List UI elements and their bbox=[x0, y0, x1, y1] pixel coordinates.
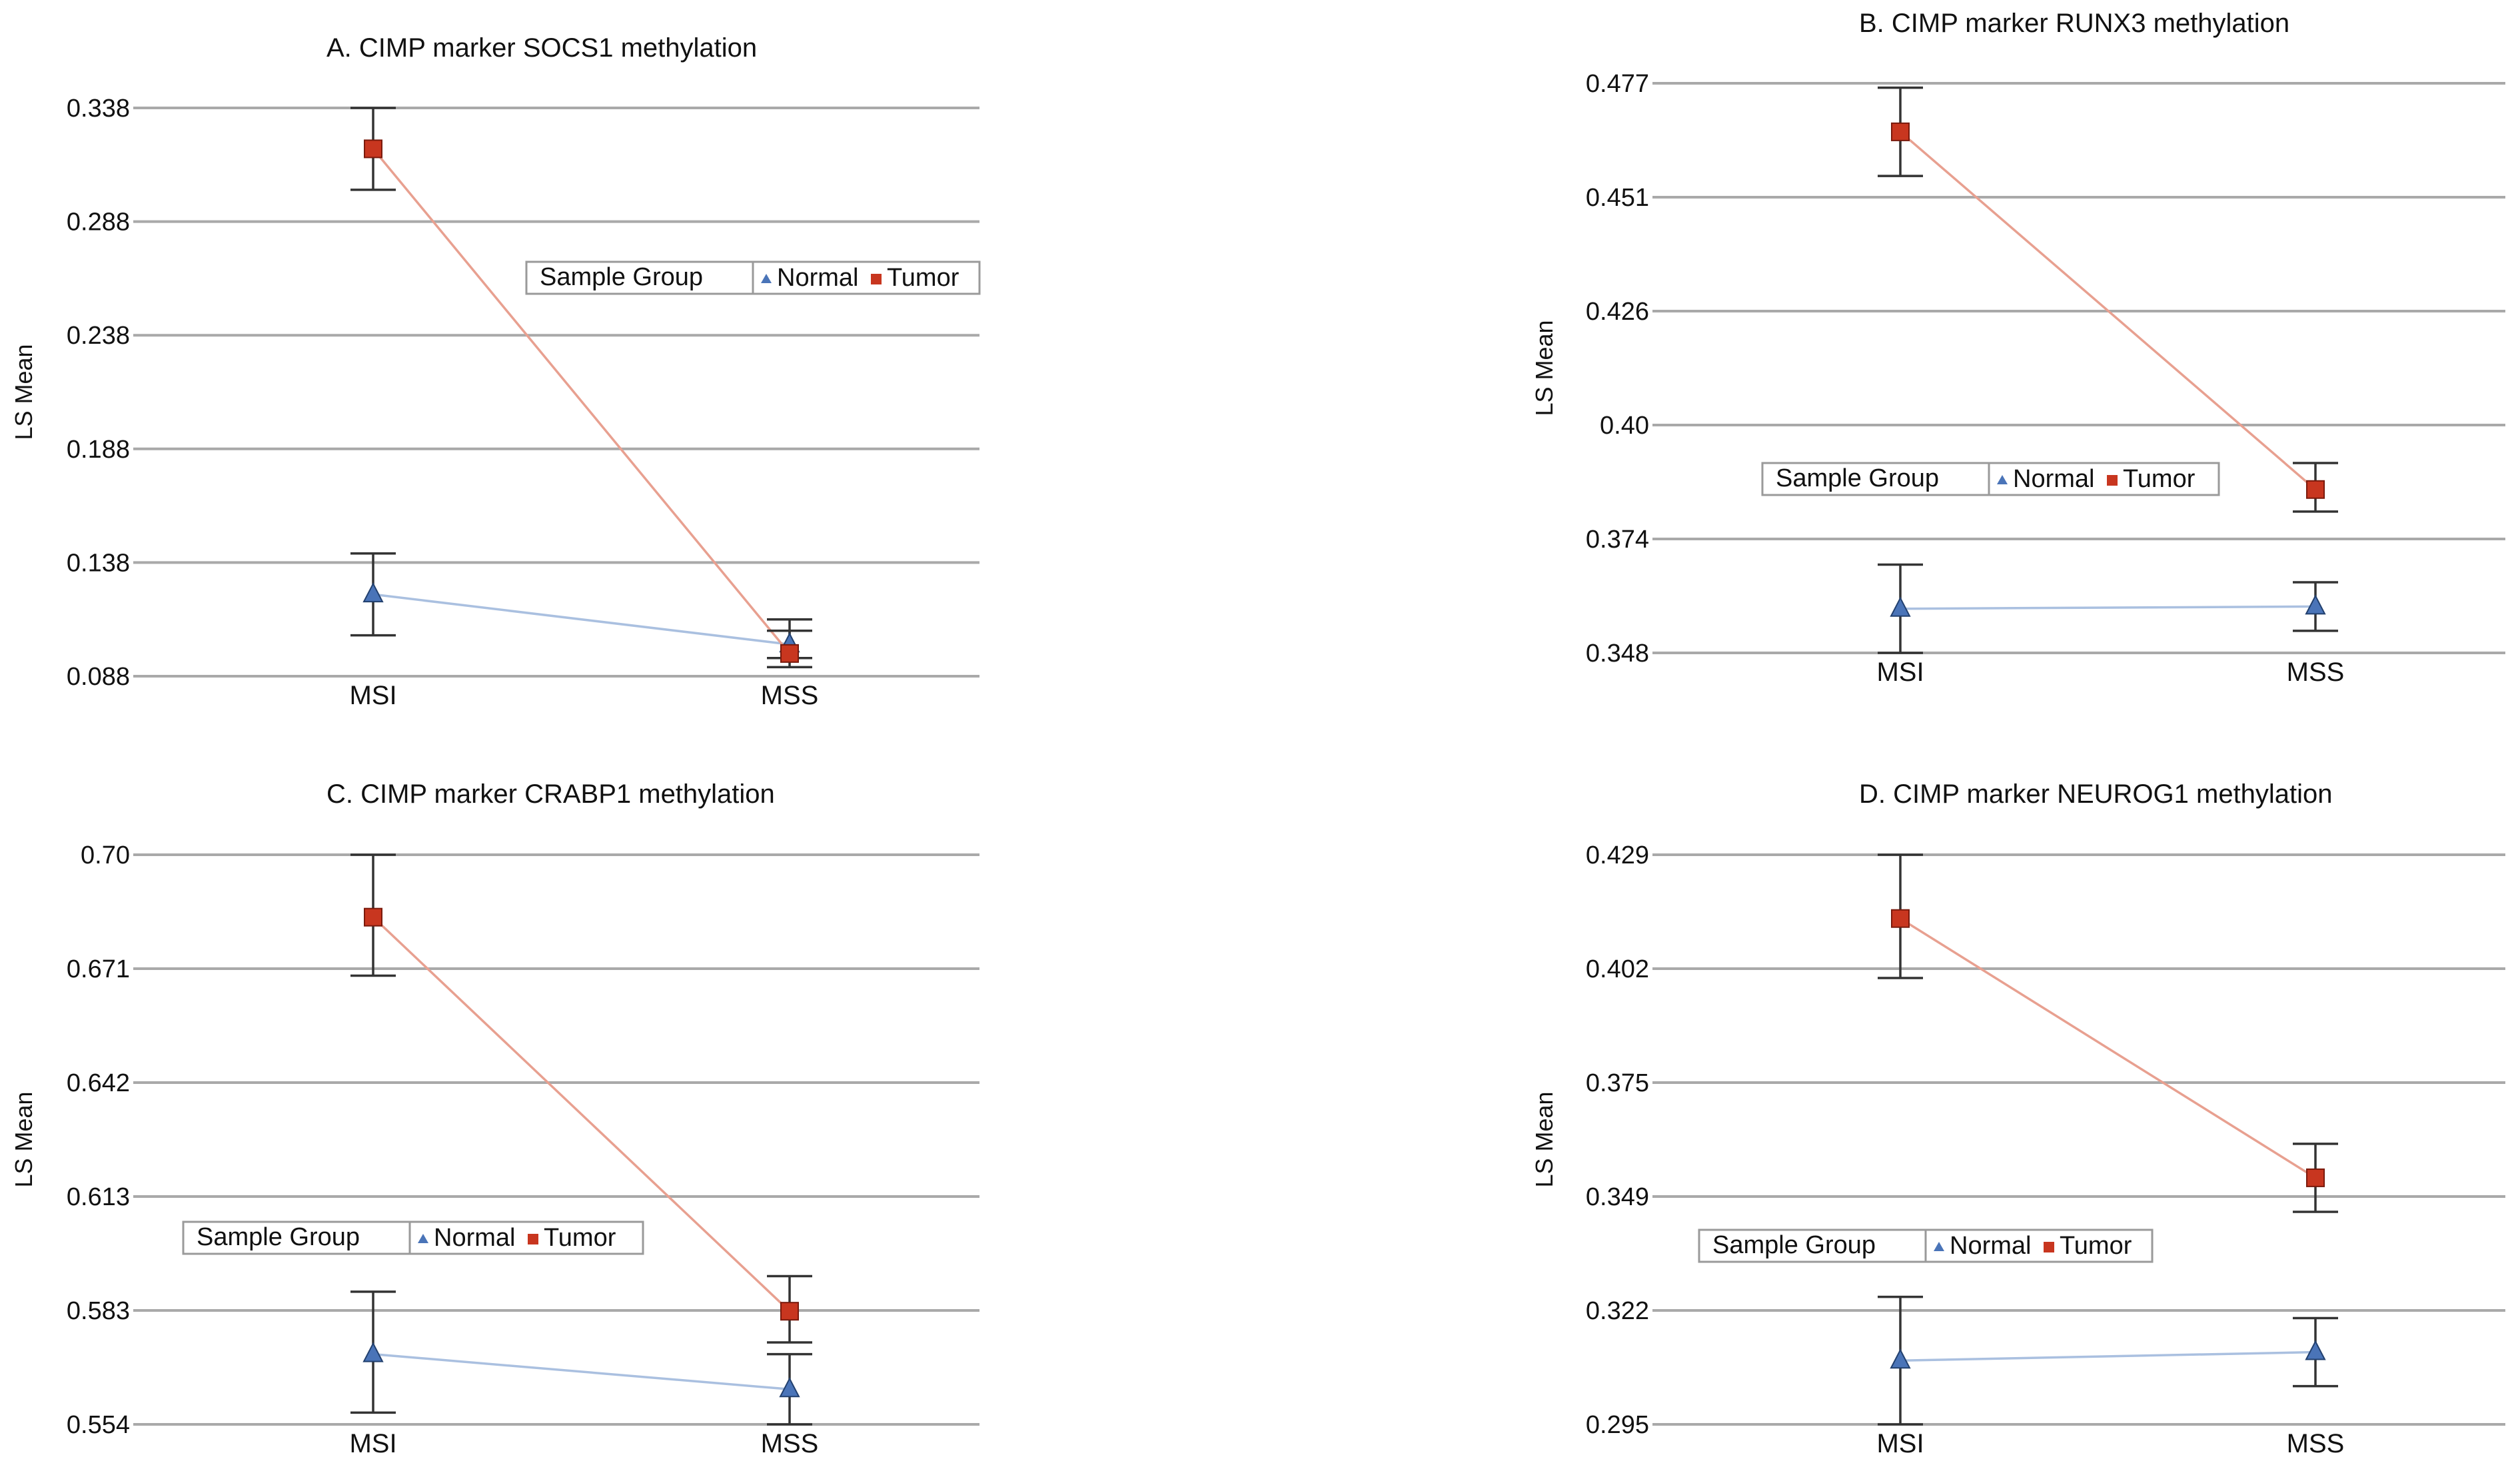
chart-panel-3: C. CIMP marker CRABP1 methylation LS Mean… bbox=[10, 779, 979, 1458]
x-category-label: MSS bbox=[761, 681, 819, 710]
data-point-tumor bbox=[2306, 480, 2325, 499]
y-tick-label: 0.238 bbox=[67, 322, 130, 350]
legend: Sample Group Normal Tumor bbox=[525, 260, 981, 295]
y-tick-label: 0.671 bbox=[67, 955, 130, 983]
legend-title: Sample Group bbox=[1776, 464, 1939, 492]
legend-entry-normal: Normal bbox=[1950, 1232, 2031, 1260]
y-axis-label: LS Mean bbox=[1531, 1091, 1558, 1187]
chart-title: B. CIMP marker RUNX3 methylation bbox=[1859, 9, 2289, 38]
data-point-normal bbox=[1890, 596, 1911, 617]
legend-entry-tumor: Tumor bbox=[887, 264, 959, 292]
data-point-normal bbox=[1890, 1348, 1911, 1369]
legend-entry-normal: Normal bbox=[434, 1224, 515, 1252]
y-axis-label: LS Mean bbox=[10, 344, 37, 440]
data-point-tumor bbox=[364, 907, 382, 927]
y-tick-label: 0.402 bbox=[1586, 955, 1649, 983]
legend-title: Sample Group bbox=[540, 263, 703, 291]
chart-title: A. CIMP marker SOCS1 methylation bbox=[326, 33, 757, 63]
series-line-normal bbox=[1900, 605, 2316, 610]
data-point-tumor bbox=[2306, 1168, 2325, 1187]
legend-triangle-icon bbox=[761, 274, 772, 283]
series-line-normal bbox=[372, 1352, 790, 1391]
series-line-normal bbox=[1900, 1350, 2316, 1362]
legend-triangle-icon bbox=[1997, 475, 2008, 484]
data-point-normal bbox=[362, 582, 384, 603]
legend-entry-tumor: Tumor bbox=[2123, 465, 2196, 493]
data-point-tumor bbox=[780, 1302, 799, 1321]
y-tick-label: 0.374 bbox=[1586, 526, 1649, 554]
x-category-label: MSS bbox=[761, 1429, 819, 1458]
y-tick-label: 0.349 bbox=[1586, 1183, 1649, 1211]
series-line-tumor bbox=[1900, 917, 2316, 1179]
series-line-normal bbox=[372, 593, 790, 646]
y-tick-label: 0.642 bbox=[67, 1069, 130, 1097]
legend-entry-normal: Normal bbox=[2013, 465, 2094, 493]
legend-entry-tumor: Tumor bbox=[2060, 1232, 2132, 1260]
legend-entry-tumor: Tumor bbox=[544, 1224, 616, 1252]
legend: Sample Group Normal Tumor bbox=[1698, 1228, 2154, 1263]
y-tick-label: 0.451 bbox=[1586, 184, 1649, 212]
chart-panel-2: B. CIMP marker RUNX3 methylation LS Mean 0… bbox=[1531, 9, 2505, 687]
y-tick-label: 0.295 bbox=[1586, 1411, 1649, 1439]
legend-entry-normal: Normal bbox=[777, 264, 858, 292]
chart-panel-1: A. CIMP marker SOCS1 methylation LS Mean 0… bbox=[10, 33, 981, 710]
legend-triangle-icon bbox=[418, 1234, 428, 1243]
y-tick-label: 0.288 bbox=[67, 209, 130, 237]
y-tick-label: 0.426 bbox=[1586, 298, 1649, 326]
legend-square-icon bbox=[2044, 1242, 2054, 1252]
y-tick-label: 0.375 bbox=[1586, 1069, 1649, 1097]
chart-panel-4: D. CIMP marker NEUROG1 methylation LS Mea… bbox=[1531, 779, 2505, 1458]
legend-square-icon bbox=[871, 274, 882, 284]
y-tick-label: 0.322 bbox=[1586, 1297, 1649, 1325]
y-tick-label: 0.088 bbox=[67, 663, 130, 691]
y-tick-label: 0.338 bbox=[67, 95, 130, 123]
chart-title: D. CIMP marker NEUROG1 methylation bbox=[1859, 779, 2333, 809]
legend: Sample Group Normal Tumor bbox=[1761, 462, 2220, 496]
data-point-normal bbox=[362, 1342, 384, 1362]
data-point-normal bbox=[779, 1377, 800, 1398]
x-category-label: MSI bbox=[349, 681, 396, 710]
data-point-tumor bbox=[364, 139, 382, 159]
y-tick-label: 0.40 bbox=[1600, 412, 1649, 440]
legend-title: Sample Group bbox=[197, 1223, 360, 1251]
y-tick-label: 0.70 bbox=[81, 841, 130, 869]
x-category-label: MSS bbox=[2287, 1429, 2345, 1458]
legend-title: Sample Group bbox=[1712, 1231, 1876, 1259]
y-tick-label: 0.477 bbox=[1586, 70, 1649, 98]
legend-square-icon bbox=[528, 1234, 538, 1244]
x-category-label: MSI bbox=[349, 1429, 396, 1458]
x-category-label: MSI bbox=[1876, 1429, 1924, 1458]
series-line-tumor bbox=[372, 148, 791, 654]
series-line-tumor bbox=[372, 916, 791, 1312]
y-tick-label: 0.188 bbox=[67, 436, 130, 464]
data-point-tumor bbox=[1891, 909, 1910, 928]
legend-triangle-icon bbox=[1934, 1242, 1944, 1251]
data-point-tumor bbox=[780, 644, 799, 663]
y-tick-label: 0.429 bbox=[1586, 841, 1649, 869]
y-axis-label: LS Mean bbox=[1531, 320, 1558, 416]
y-tick-label: 0.138 bbox=[67, 549, 130, 577]
y-tick-label: 0.554 bbox=[67, 1411, 130, 1439]
legend: Sample Group Normal Tumor bbox=[182, 1221, 644, 1255]
data-point-normal bbox=[2305, 1340, 2326, 1360]
x-category-label: MSS bbox=[2287, 658, 2345, 687]
series-line-tumor bbox=[1899, 131, 2317, 491]
data-point-tumor bbox=[1891, 122, 1910, 141]
x-category-label: MSI bbox=[1876, 658, 1924, 687]
legend-square-icon bbox=[2107, 475, 2118, 486]
data-point-normal bbox=[2305, 594, 2326, 615]
chart-title: C. CIMP marker CRABP1 methylation bbox=[326, 779, 775, 809]
y-tick-label: 0.583 bbox=[67, 1297, 130, 1325]
y-tick-label: 0.613 bbox=[67, 1183, 130, 1211]
y-tick-label: 0.348 bbox=[1586, 640, 1649, 668]
y-axis-label: LS Mean bbox=[10, 1091, 37, 1187]
